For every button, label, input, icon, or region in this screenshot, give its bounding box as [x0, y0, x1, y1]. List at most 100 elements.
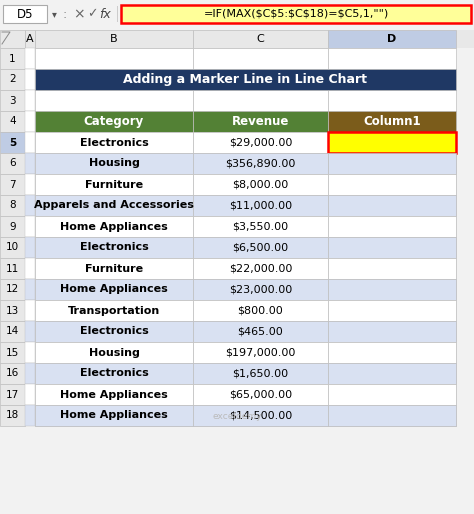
Bar — [328, 342, 456, 363]
Bar — [328, 132, 456, 153]
Text: $3,550.00: $3,550.00 — [232, 222, 289, 231]
Bar — [328, 132, 456, 153]
Bar — [193, 153, 328, 174]
Text: 10: 10 — [6, 243, 19, 252]
Bar — [193, 174, 328, 195]
Text: Electronics: Electronics — [80, 138, 148, 148]
Bar — [0, 30, 474, 48]
Bar — [193, 237, 328, 258]
Bar — [0, 0, 474, 30]
Bar — [193, 132, 328, 153]
Bar — [35, 300, 193, 321]
Bar — [35, 405, 193, 426]
Text: ▾: ▾ — [52, 9, 56, 19]
Bar — [0, 153, 25, 174]
Text: exceldemy: exceldemy — [213, 412, 263, 421]
Text: :: : — [63, 8, 67, 21]
Bar — [25, 153, 35, 174]
Bar — [193, 384, 328, 405]
Bar — [25, 69, 35, 90]
Text: Column1: Column1 — [363, 115, 421, 128]
Bar — [25, 321, 35, 342]
Text: $14,500.00: $14,500.00 — [229, 411, 292, 420]
Bar — [35, 132, 193, 153]
Bar — [193, 174, 328, 195]
Text: 9: 9 — [9, 222, 16, 231]
Bar — [193, 111, 328, 132]
Bar — [35, 321, 193, 342]
Text: A: A — [26, 34, 34, 44]
Bar — [328, 279, 456, 300]
Text: $356,890.00: $356,890.00 — [225, 158, 296, 169]
Text: 17: 17 — [6, 390, 19, 399]
Bar — [35, 342, 193, 363]
Bar — [328, 174, 456, 195]
Bar — [328, 300, 456, 321]
Bar — [25, 300, 35, 321]
Text: B: B — [110, 34, 118, 44]
Bar — [25, 258, 35, 279]
Bar — [35, 342, 193, 363]
Bar — [35, 30, 193, 48]
Bar — [25, 48, 35, 69]
Bar — [328, 405, 456, 426]
Bar — [35, 195, 193, 216]
Text: Housing: Housing — [89, 347, 139, 358]
Bar — [35, 300, 193, 321]
Text: 7: 7 — [9, 179, 16, 190]
Bar — [328, 90, 456, 111]
Bar — [0, 342, 25, 363]
Bar — [328, 216, 456, 237]
Bar — [328, 363, 456, 384]
Bar — [0, 132, 25, 153]
Bar — [25, 174, 35, 195]
Bar — [35, 69, 456, 90]
Bar — [35, 363, 193, 384]
Bar — [193, 279, 328, 300]
Bar — [0, 111, 25, 132]
Bar — [193, 90, 328, 111]
Bar — [328, 321, 456, 342]
Bar — [35, 405, 193, 426]
Text: Housing: Housing — [89, 158, 139, 169]
Text: $197,000.00: $197,000.00 — [225, 347, 296, 358]
Bar — [193, 279, 328, 300]
Text: Electronics: Electronics — [80, 243, 148, 252]
Bar — [193, 363, 328, 384]
Bar — [25, 363, 35, 384]
Bar — [193, 405, 328, 426]
Bar — [193, 216, 328, 237]
Bar — [0, 405, 25, 426]
Bar — [25, 111, 35, 132]
Bar — [328, 111, 456, 132]
Bar — [328, 258, 456, 279]
Bar — [328, 216, 456, 237]
Bar — [35, 132, 193, 153]
Text: ×: × — [73, 7, 85, 21]
Bar — [328, 321, 456, 342]
Text: $23,000.00: $23,000.00 — [229, 285, 292, 295]
Bar — [35, 174, 193, 195]
Bar — [193, 258, 328, 279]
Bar — [0, 90, 25, 111]
Bar — [35, 153, 193, 174]
Bar — [35, 216, 193, 237]
Bar — [328, 342, 456, 363]
Bar — [193, 48, 328, 69]
Bar — [35, 279, 193, 300]
Text: Home Appliances: Home Appliances — [60, 285, 168, 295]
Bar — [0, 174, 25, 195]
Text: $65,000.00: $65,000.00 — [229, 390, 292, 399]
Bar — [193, 384, 328, 405]
Bar — [193, 132, 328, 153]
Bar — [193, 258, 328, 279]
Bar — [193, 363, 328, 384]
Bar — [193, 69, 328, 90]
Bar — [193, 216, 328, 237]
Bar — [328, 69, 456, 90]
Bar — [328, 384, 456, 405]
Bar — [328, 300, 456, 321]
Bar — [193, 195, 328, 216]
Bar — [25, 90, 35, 111]
Bar — [3, 5, 47, 23]
